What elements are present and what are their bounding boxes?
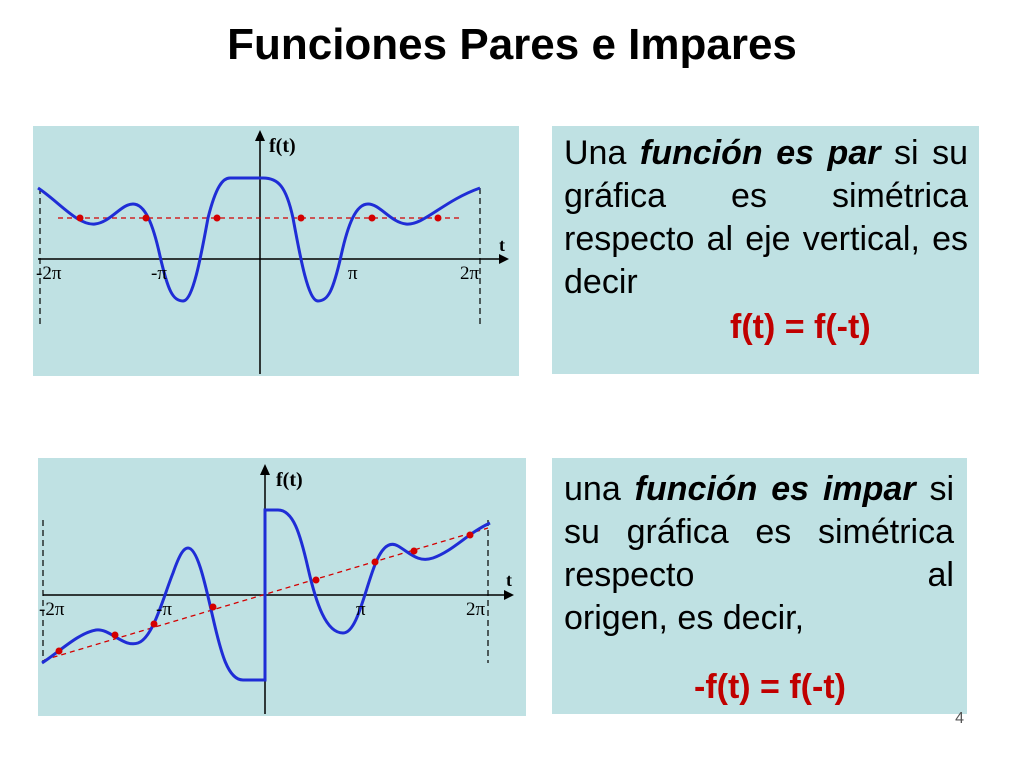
odd-text-part2: si su gráfica es simétrica respecto al (564, 470, 954, 594)
dot (76, 214, 84, 222)
page-number: 4 (955, 710, 964, 727)
odd-text-emphasis: función es impar (634, 470, 916, 508)
even-definition-box: Una función es par si su gráfica es simé… (552, 126, 979, 374)
dot (466, 531, 474, 539)
x-axis-label: t (499, 235, 505, 255)
tick-label: -π (156, 599, 172, 620)
y-axis-arrow (260, 464, 270, 475)
dot (368, 214, 376, 222)
even-text-part1: Una (564, 134, 640, 172)
even-curve (37, 176, 481, 303)
dot (312, 576, 320, 584)
even-function-graph: f(t) t -2π -π π 2π (33, 126, 519, 376)
dot (297, 214, 305, 222)
tick-label: 2π (466, 599, 486, 620)
x-axis-label: t (506, 570, 512, 590)
dot (213, 214, 221, 222)
odd-formula: -f(t) = f(-t) (694, 668, 846, 706)
odd-function-graph: f(t) t -2π -π π 2π (38, 458, 526, 716)
x-axis-arrow (504, 590, 514, 600)
dot (209, 603, 217, 611)
tick-label: -2π (39, 599, 65, 620)
dot (142, 214, 150, 222)
dot (371, 558, 379, 566)
even-formula: f(t) = f(-t) (730, 308, 871, 346)
tick-label: -2π (36, 263, 62, 284)
odd-text-part1: una (564, 470, 635, 508)
dot (434, 214, 442, 222)
dot (55, 647, 63, 655)
tick-label: 2π (460, 263, 480, 284)
y-axis-label: f(t) (276, 469, 303, 491)
tick-label: -π (151, 263, 167, 284)
odd-curve (41, 508, 491, 682)
odd-graph-svg: f(t) t -2π -π π 2π (39, 464, 514, 714)
y-axis-label: f(t) (269, 135, 296, 157)
odd-text-part3: origen, es decir, (564, 599, 805, 637)
slide-title: Funciones Pares e Impares (227, 20, 797, 69)
dot (111, 631, 119, 639)
even-definition-text: Una función es par si su gráfica es simé… (564, 132, 968, 304)
even-text-part2: si su gráfica es simétrica respecto al e… (564, 134, 968, 301)
even-graph-svg: f(t) t -2π -π π 2π (36, 130, 509, 374)
y-axis-arrow (255, 130, 265, 141)
odd-definition-text: una función es impar si su gráfica es si… (564, 468, 954, 640)
x-axis-arrow (499, 254, 509, 264)
tick-label: π (348, 263, 358, 284)
odd-definition-box: una función es impar si su gráfica es si… (552, 458, 967, 714)
tick-label: π (356, 599, 366, 620)
dot (410, 547, 418, 555)
even-text-emphasis: función es par (639, 134, 881, 172)
dot (150, 620, 158, 628)
